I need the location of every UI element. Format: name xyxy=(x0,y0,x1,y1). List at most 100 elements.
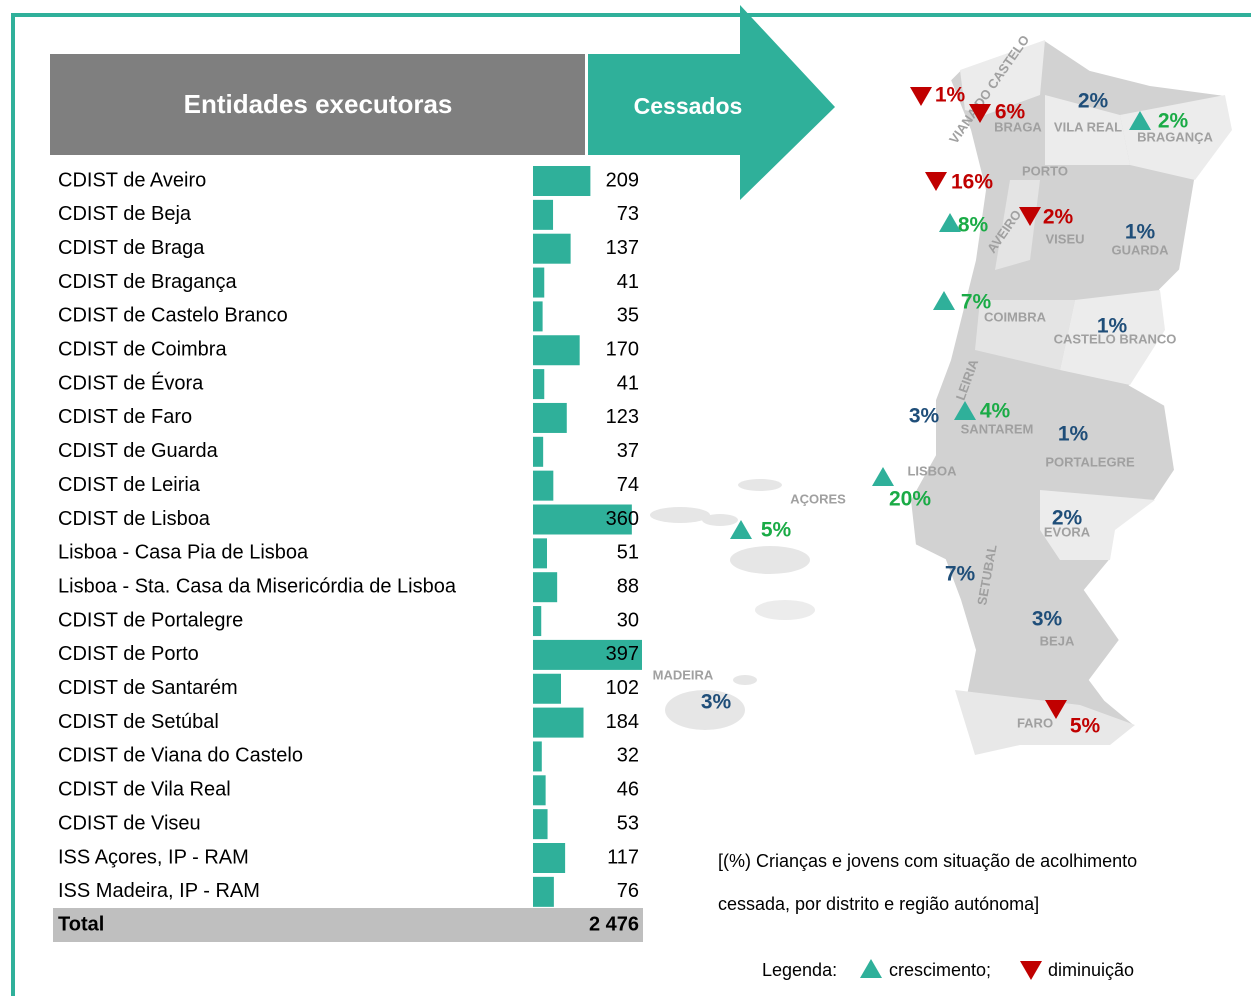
legend-up-icon xyxy=(860,959,882,978)
district-name: EVORA xyxy=(1044,524,1091,539)
district-pct: 6% xyxy=(995,101,1026,124)
total-row xyxy=(53,908,643,942)
district-pct: 1% xyxy=(1058,423,1089,446)
district-pct: 2% xyxy=(1043,206,1074,229)
column-header: Cessados xyxy=(634,93,743,119)
district-pct: 5% xyxy=(1070,715,1101,738)
row-value: 397 xyxy=(606,643,639,665)
district-name: AÇORES xyxy=(790,491,846,506)
bar xyxy=(533,606,542,637)
row-label: ISS Açores, IP - RAM xyxy=(58,846,249,868)
district-pct: 3% xyxy=(1032,608,1063,631)
row-value: 30 xyxy=(617,609,639,631)
total-value: 2 476 xyxy=(589,913,639,935)
row-value: 41 xyxy=(617,271,639,293)
row-value: 35 xyxy=(617,305,639,327)
district-name: BEJA xyxy=(1040,633,1075,648)
row-label: CDIST de Aveiro xyxy=(58,169,206,191)
district-pct: 3% xyxy=(701,691,732,714)
bar xyxy=(533,335,580,366)
row-label: CDIST de Setúbal xyxy=(58,711,219,733)
row-value: 32 xyxy=(617,745,639,767)
bar xyxy=(533,436,544,467)
district-name: VISEU xyxy=(1045,231,1084,246)
bar xyxy=(533,843,566,873)
trend-marker xyxy=(933,291,955,310)
district-pct: 1% xyxy=(935,84,966,107)
row-label: CDIST de Portalegre xyxy=(58,609,243,631)
row-label: CDIST de Vila Real xyxy=(58,779,231,801)
bar xyxy=(533,572,558,603)
district-pct: 2% xyxy=(1158,110,1189,133)
bar xyxy=(533,673,562,704)
caption: [(%) Crianças e jovens com situação de a… xyxy=(718,851,1137,871)
header-box xyxy=(50,54,585,155)
district-pct: 2% xyxy=(1052,507,1083,530)
row-label: CDIST de Faro xyxy=(58,406,192,428)
legend-down: diminuição xyxy=(1048,960,1134,980)
row-value: 46 xyxy=(617,779,639,801)
bar xyxy=(533,267,545,298)
bar xyxy=(533,876,554,907)
total-label: Total xyxy=(58,913,104,935)
row-value: 360 xyxy=(606,508,639,530)
bar xyxy=(533,470,554,501)
legend-label: Legenda: xyxy=(762,960,837,980)
district-pct: 4% xyxy=(980,400,1011,423)
row-value: 209 xyxy=(606,169,639,191)
row-value: 37 xyxy=(617,440,639,462)
bar xyxy=(533,301,543,332)
row-label: Lisboa - Sta. Casa da Misericórdia de Li… xyxy=(58,575,457,597)
row-label: CDIST de Guarda xyxy=(58,440,219,462)
bar xyxy=(533,809,548,840)
district-pct: 20% xyxy=(889,488,931,511)
district-name: BRAGANÇA xyxy=(1137,129,1213,144)
bar xyxy=(533,199,554,230)
legend-down-icon xyxy=(1020,961,1042,980)
district-name: COIMBRA xyxy=(984,309,1047,324)
district-name: FARO xyxy=(1017,715,1053,730)
district-name: VILA REAL xyxy=(1054,119,1122,134)
arrow xyxy=(588,5,835,200)
map-shapes xyxy=(650,38,1234,757)
row-label: Lisboa - Casa Pia de Lisboa xyxy=(58,542,309,564)
trend-marker xyxy=(1019,207,1041,226)
trend-marker xyxy=(1129,111,1151,130)
district-name: MADEIRA xyxy=(653,667,714,682)
district-pct: 2% xyxy=(1078,90,1109,113)
trend-marker xyxy=(954,401,976,420)
row-value: 51 xyxy=(617,542,639,564)
district-name: BRAGA xyxy=(994,119,1042,134)
row-value: 123 xyxy=(606,406,639,428)
district-pct: 8% xyxy=(958,214,989,237)
bar xyxy=(533,369,545,400)
district-pct: 5% xyxy=(761,519,792,542)
district-pct: 1% xyxy=(1097,315,1128,338)
row-label: CDIST de Viana do Castelo xyxy=(58,745,303,767)
legend-up: crescimento; xyxy=(889,960,991,980)
row-label: CDIST de Évora xyxy=(58,371,204,394)
row-label: CDIST de Coimbra xyxy=(58,339,227,361)
trend-marker xyxy=(730,520,752,539)
district-name: GUARDA xyxy=(1111,242,1169,257)
frame xyxy=(11,13,1251,996)
district-name: SANTAREM xyxy=(961,421,1034,436)
trend-marker xyxy=(1045,700,1067,719)
row-value: 53 xyxy=(617,812,639,834)
bar xyxy=(533,504,632,535)
trend-marker xyxy=(910,87,932,106)
row-label: CDIST de Leiria xyxy=(58,474,201,496)
bar xyxy=(533,538,548,569)
district-name: PORTO xyxy=(1022,163,1068,178)
row-label: CDIST de Porto xyxy=(58,643,199,665)
bar xyxy=(533,707,584,738)
bar xyxy=(533,741,542,772)
row-value: 41 xyxy=(617,372,639,394)
row-label: CDIST de Castelo Branco xyxy=(58,305,288,327)
row-value: 117 xyxy=(607,846,639,868)
row-value: 170 xyxy=(606,339,639,361)
district-name: PORTALEGRE xyxy=(1045,454,1135,469)
district-pct: 16% xyxy=(951,171,993,194)
row-value: 184 xyxy=(606,711,639,733)
